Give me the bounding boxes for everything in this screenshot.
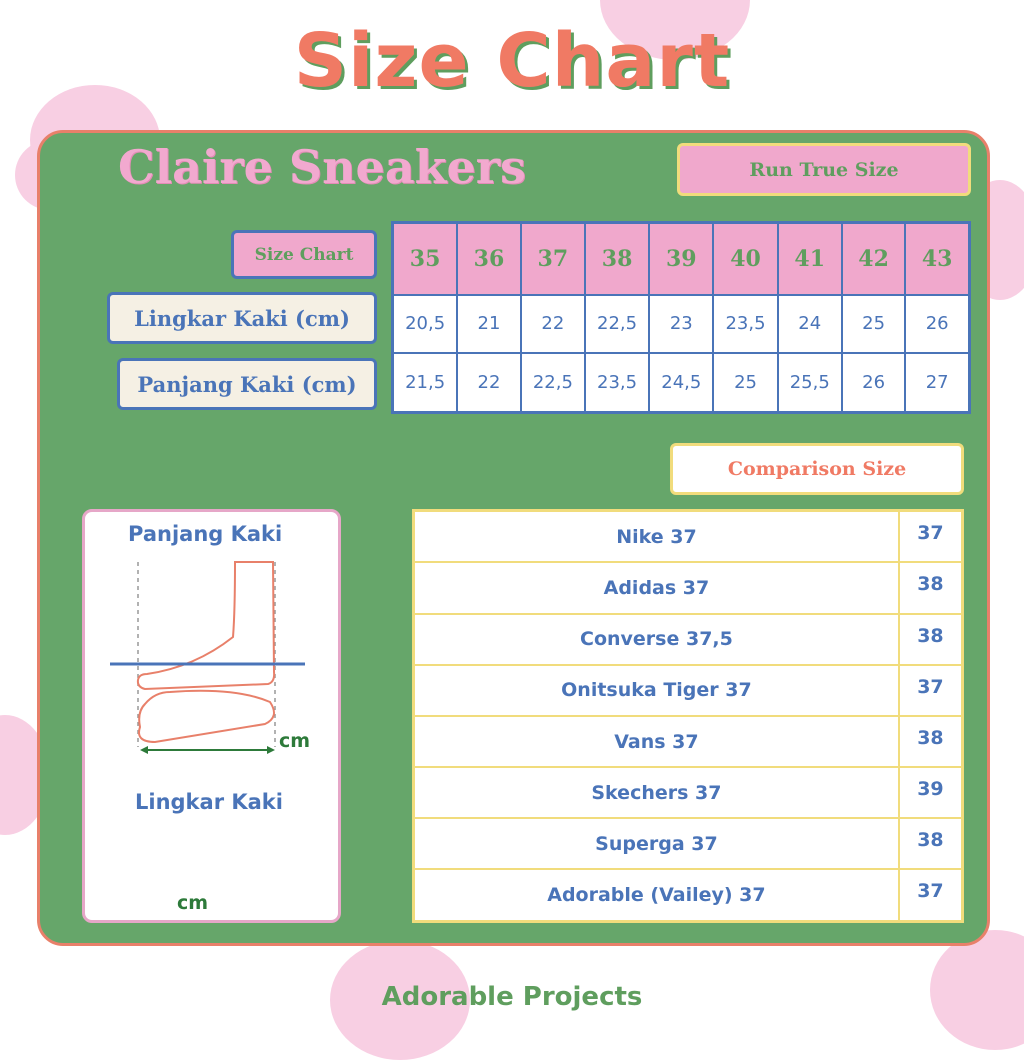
- value-cell: 26: [840, 351, 907, 414]
- value-cell: 23: [648, 293, 715, 354]
- size-cell: 37: [519, 221, 586, 296]
- value-cell: 21: [456, 293, 522, 354]
- size-cell: 38: [897, 817, 964, 871]
- brand-title: Claire Sneakers: [118, 140, 526, 194]
- size-header-row: 35 36 37 38 39 40 41 42 43: [391, 221, 971, 296]
- value-cell: 22,5: [583, 293, 651, 354]
- page-title: Size Chart: [293, 18, 731, 104]
- table-row: Vans 37 38: [412, 714, 964, 769]
- size-cell: 36: [456, 221, 522, 296]
- table-row: Converse 37,5 38: [412, 612, 964, 666]
- table-row: Skechers 37 39: [412, 766, 964, 820]
- size-cell: 37: [897, 663, 964, 717]
- table-row: Adorable (Vailey) 37 37: [412, 868, 964, 923]
- brand-cell: Converse 37,5: [412, 612, 900, 666]
- table-row: Superga 37 38: [412, 817, 964, 871]
- value-cell: 25: [840, 293, 907, 354]
- size-cell: 42: [840, 221, 907, 296]
- measurement-guide-card: Panjang Kaki cm Lingkar Kaki cm: [82, 509, 341, 923]
- size-cell: 39: [897, 766, 964, 820]
- size-cell: 40: [712, 221, 779, 296]
- comparison-size-title: Comparison Size: [670, 443, 964, 495]
- value-cell: 24: [776, 293, 843, 354]
- length-unit: cm: [279, 730, 311, 752]
- size-cell: 43: [904, 221, 971, 296]
- value-cell: 23,5: [583, 351, 651, 414]
- foot-length-illustration: [110, 561, 305, 754]
- brand-cell: Adorable (Vailey) 37: [412, 868, 900, 923]
- value-cell: 22,5: [519, 351, 586, 414]
- value-cell: 25,5: [776, 351, 843, 414]
- size-cell: 35: [391, 221, 459, 296]
- size-cell: 41: [776, 221, 843, 296]
- brand-cell: Vans 37: [412, 714, 900, 769]
- size-cell: 38: [583, 221, 651, 296]
- size-cell: 38: [897, 561, 964, 615]
- girth-unit: cm: [177, 892, 209, 914]
- table-row: Adidas 37 38: [412, 561, 964, 615]
- brand-cell: Skechers 37: [412, 766, 900, 820]
- value-cell: 21,5: [391, 351, 459, 414]
- length-guide-title: Panjang Kaki: [128, 522, 283, 546]
- value-cell: 20,5: [391, 293, 459, 354]
- size-chart-label: Size Chart: [231, 230, 377, 279]
- panjang-kaki-label: Panjang Kaki (cm): [117, 358, 377, 410]
- girth-guide-title: Lingkar Kaki: [135, 790, 283, 814]
- footer-brand: Adorable Projects: [381, 982, 643, 1012]
- value-cell: 27: [904, 351, 971, 414]
- value-cell: 24,5: [648, 351, 715, 414]
- brand-cell: Superga 37: [412, 817, 900, 871]
- value-cell: 23,5: [712, 293, 779, 354]
- brand-cell: Adidas 37: [412, 561, 900, 615]
- value-cell: 22: [456, 351, 522, 414]
- panjang-row: 21,5 22 22,5 23,5 24,5 25 25,5 26 27: [391, 351, 971, 414]
- size-cell: 37: [897, 868, 964, 923]
- value-cell: 26: [904, 293, 971, 354]
- value-cell: 25: [712, 351, 779, 414]
- size-cell: 38: [897, 714, 964, 769]
- table-row: Nike 37 37: [412, 509, 964, 564]
- value-cell: 22: [519, 293, 586, 354]
- lingkar-row: 20,5 21 22 22,5 23 23,5 24 25 26: [391, 293, 971, 354]
- size-cell: 39: [648, 221, 715, 296]
- size-cell: 37: [897, 509, 964, 564]
- size-cell: 38: [897, 612, 964, 666]
- brand-cell: Nike 37: [412, 509, 900, 564]
- run-true-size-badge: Run True Size: [677, 143, 971, 196]
- size-table: 35 36 37 38 39 40 41 42 43 20,5 21 22 22…: [391, 221, 971, 414]
- lingkar-kaki-label: Lingkar Kaki (cm): [107, 292, 377, 344]
- table-row: Onitsuka Tiger 37 37: [412, 663, 964, 717]
- comparison-table: Nike 37 37 Adidas 37 38 Converse 37,5 38 On…: [412, 509, 964, 923]
- brand-cell: Onitsuka Tiger 37: [412, 663, 900, 717]
